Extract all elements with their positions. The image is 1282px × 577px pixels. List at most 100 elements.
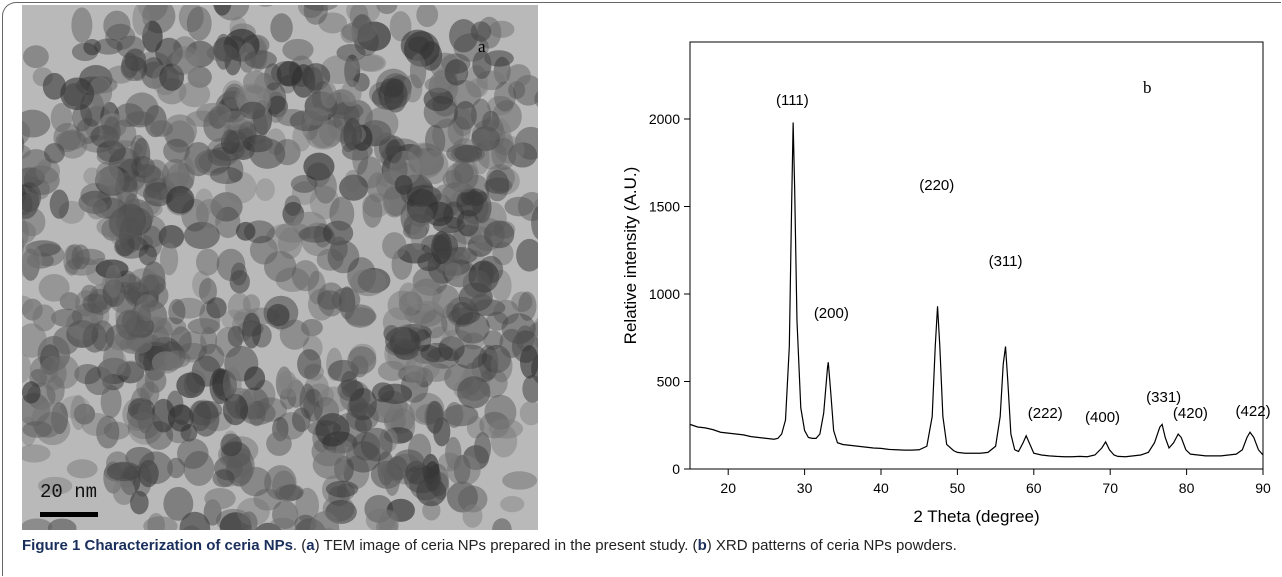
particle [166,185,195,214]
particle [298,5,324,18]
particle [0,309,3,343]
particle [222,80,246,109]
particle [0,129,11,160]
particle [376,5,398,15]
caption-text: ) XRD patterns of ceria NPs powders. [706,537,957,554]
particle [533,198,538,213]
particle [78,190,112,215]
particle [544,181,577,206]
particle [314,170,337,204]
particle [407,433,432,468]
particle [330,236,348,262]
particle [549,201,568,225]
particle [255,178,275,201]
particle [115,172,138,205]
particle [534,91,538,107]
particle [22,182,42,213]
particle [32,304,57,332]
particle [484,177,513,194]
particle [438,452,462,472]
particle [299,383,316,419]
particle [159,63,185,91]
particle [481,116,504,142]
particle [55,130,87,151]
particle [22,243,43,278]
particle [572,263,606,297]
particle [244,50,277,69]
peak-label: (311) [989,253,1023,270]
x-tick-label: 30 [797,480,813,496]
particle [136,158,156,177]
particle [22,221,37,244]
particle [290,174,318,193]
particle [407,142,441,168]
particle [336,44,366,62]
particle [448,307,481,325]
x-tick-label: 40 [873,480,889,496]
particle [215,206,241,239]
particle [494,135,525,164]
particle [93,38,123,55]
particle [431,231,452,265]
particle [263,250,297,283]
particle [42,72,66,100]
particle [115,309,145,341]
particle [22,353,32,383]
particle [320,81,337,109]
particle [81,412,112,437]
particle [424,124,446,157]
particle [150,120,173,137]
particle [103,10,131,41]
particle [132,5,150,36]
particle [143,57,164,79]
particle [511,291,533,313]
particle [22,216,29,249]
particle [443,201,465,229]
particle [125,111,155,128]
particle [357,54,387,72]
particle [239,401,276,426]
particle [303,5,328,25]
particle [116,360,145,377]
particle [135,294,159,322]
particle [309,185,340,220]
particle [312,449,348,480]
particle [49,189,69,219]
particle [215,326,243,358]
particle [406,204,434,227]
particle [22,184,40,219]
particle [453,454,471,485]
particle [159,242,179,276]
particle [454,312,490,344]
xrd-line [689,122,1264,458]
particle [155,37,183,68]
particle [360,427,393,462]
particle [488,418,524,439]
particle [130,134,147,163]
particle [423,95,458,129]
particle [467,78,489,98]
particle [206,297,227,319]
particle [167,457,186,479]
particle [163,486,194,521]
particle [445,161,478,193]
particle [306,123,341,150]
particle [213,5,232,16]
particle [268,517,298,530]
particle [329,196,355,231]
particle [211,369,237,401]
particle [445,402,464,428]
particle [317,282,346,317]
particle [130,490,149,515]
peak-label: (220) [919,177,954,194]
particle [178,81,211,108]
particle [494,81,516,112]
particle [57,129,88,159]
particle [410,217,427,251]
particle [90,301,110,330]
particle [488,20,515,38]
particle [409,53,427,89]
particle [222,367,242,402]
particle [35,158,61,184]
